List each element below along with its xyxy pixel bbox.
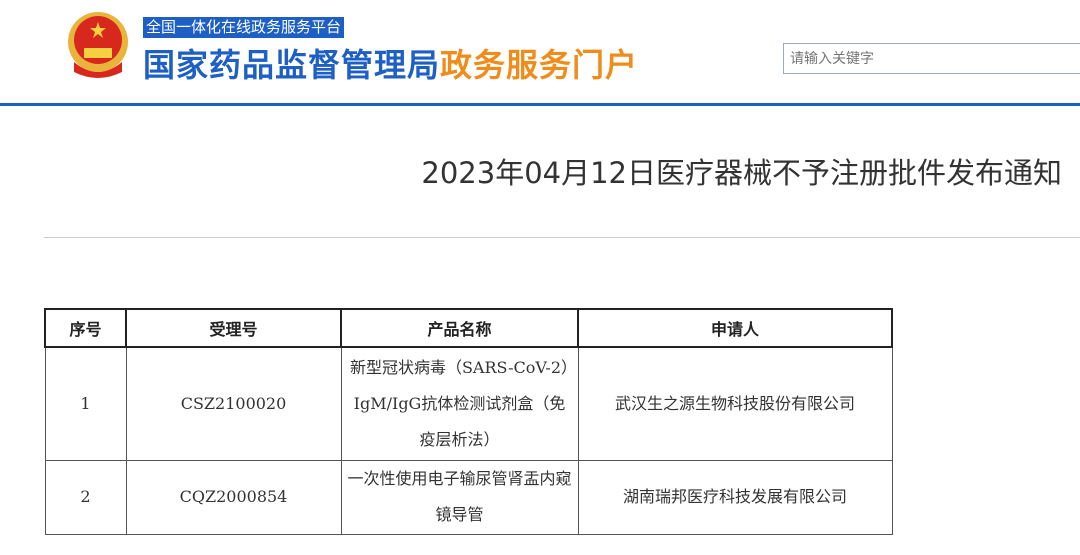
header-no: 序号	[44, 308, 127, 348]
cell-applicant: 武汉生之源生物科技股份有限公司	[577, 346, 893, 461]
national-emblem-icon	[68, 12, 128, 78]
cell-id: CSZ2100020	[125, 346, 342, 461]
divider	[44, 237, 1080, 238]
cell-no: 2	[44, 459, 127, 535]
cell-applicant: 湖南瑞邦医疗科技发展有限公司	[577, 459, 893, 535]
results-table: 序号 受理号 产品名称 申请人 1 CSZ2100020 新型冠状病毒（SARS…	[44, 308, 893, 535]
site-name-orange: 政务服务门户	[440, 46, 639, 84]
header-id: 受理号	[125, 308, 342, 348]
header-product: 产品名称	[340, 308, 579, 348]
table-row: 2 CQZ2000854 一次性使用电子输尿管肾盂内窥镜导管 湖南瑞邦医疗科技发…	[44, 459, 893, 535]
page-title: 2023年04月12日医疗器械不予注册批件发布通知	[421, 156, 1062, 190]
search-input[interactable]	[783, 43, 1080, 74]
table-header-row: 序号 受理号 产品名称 申请人	[44, 308, 893, 348]
header-applicant: 申请人	[577, 308, 893, 348]
cell-product: 一次性使用电子输尿管肾盂内窥镜导管	[340, 459, 579, 535]
table-row: 1 CSZ2100020 新型冠状病毒（SARS-CoV-2）IgM/IgG抗体…	[44, 346, 893, 461]
cell-id: CQZ2000854	[125, 459, 342, 535]
cell-product: 新型冠状病毒（SARS-CoV-2）IgM/IgG抗体检测试剂盒（免疫层析法）	[340, 346, 579, 461]
platform-label: 全国一体化在线政务服务平台	[143, 17, 345, 38]
site-name-blue: 国家药品监督管理局	[143, 46, 441, 84]
site-header: 全国一体化在线政务服务平台 国家药品监督管理局政务服务门户	[0, 0, 1080, 106]
site-name[interactable]: 国家药品监督管理局政务服务门户	[143, 40, 638, 86]
cell-no: 1	[44, 346, 127, 461]
